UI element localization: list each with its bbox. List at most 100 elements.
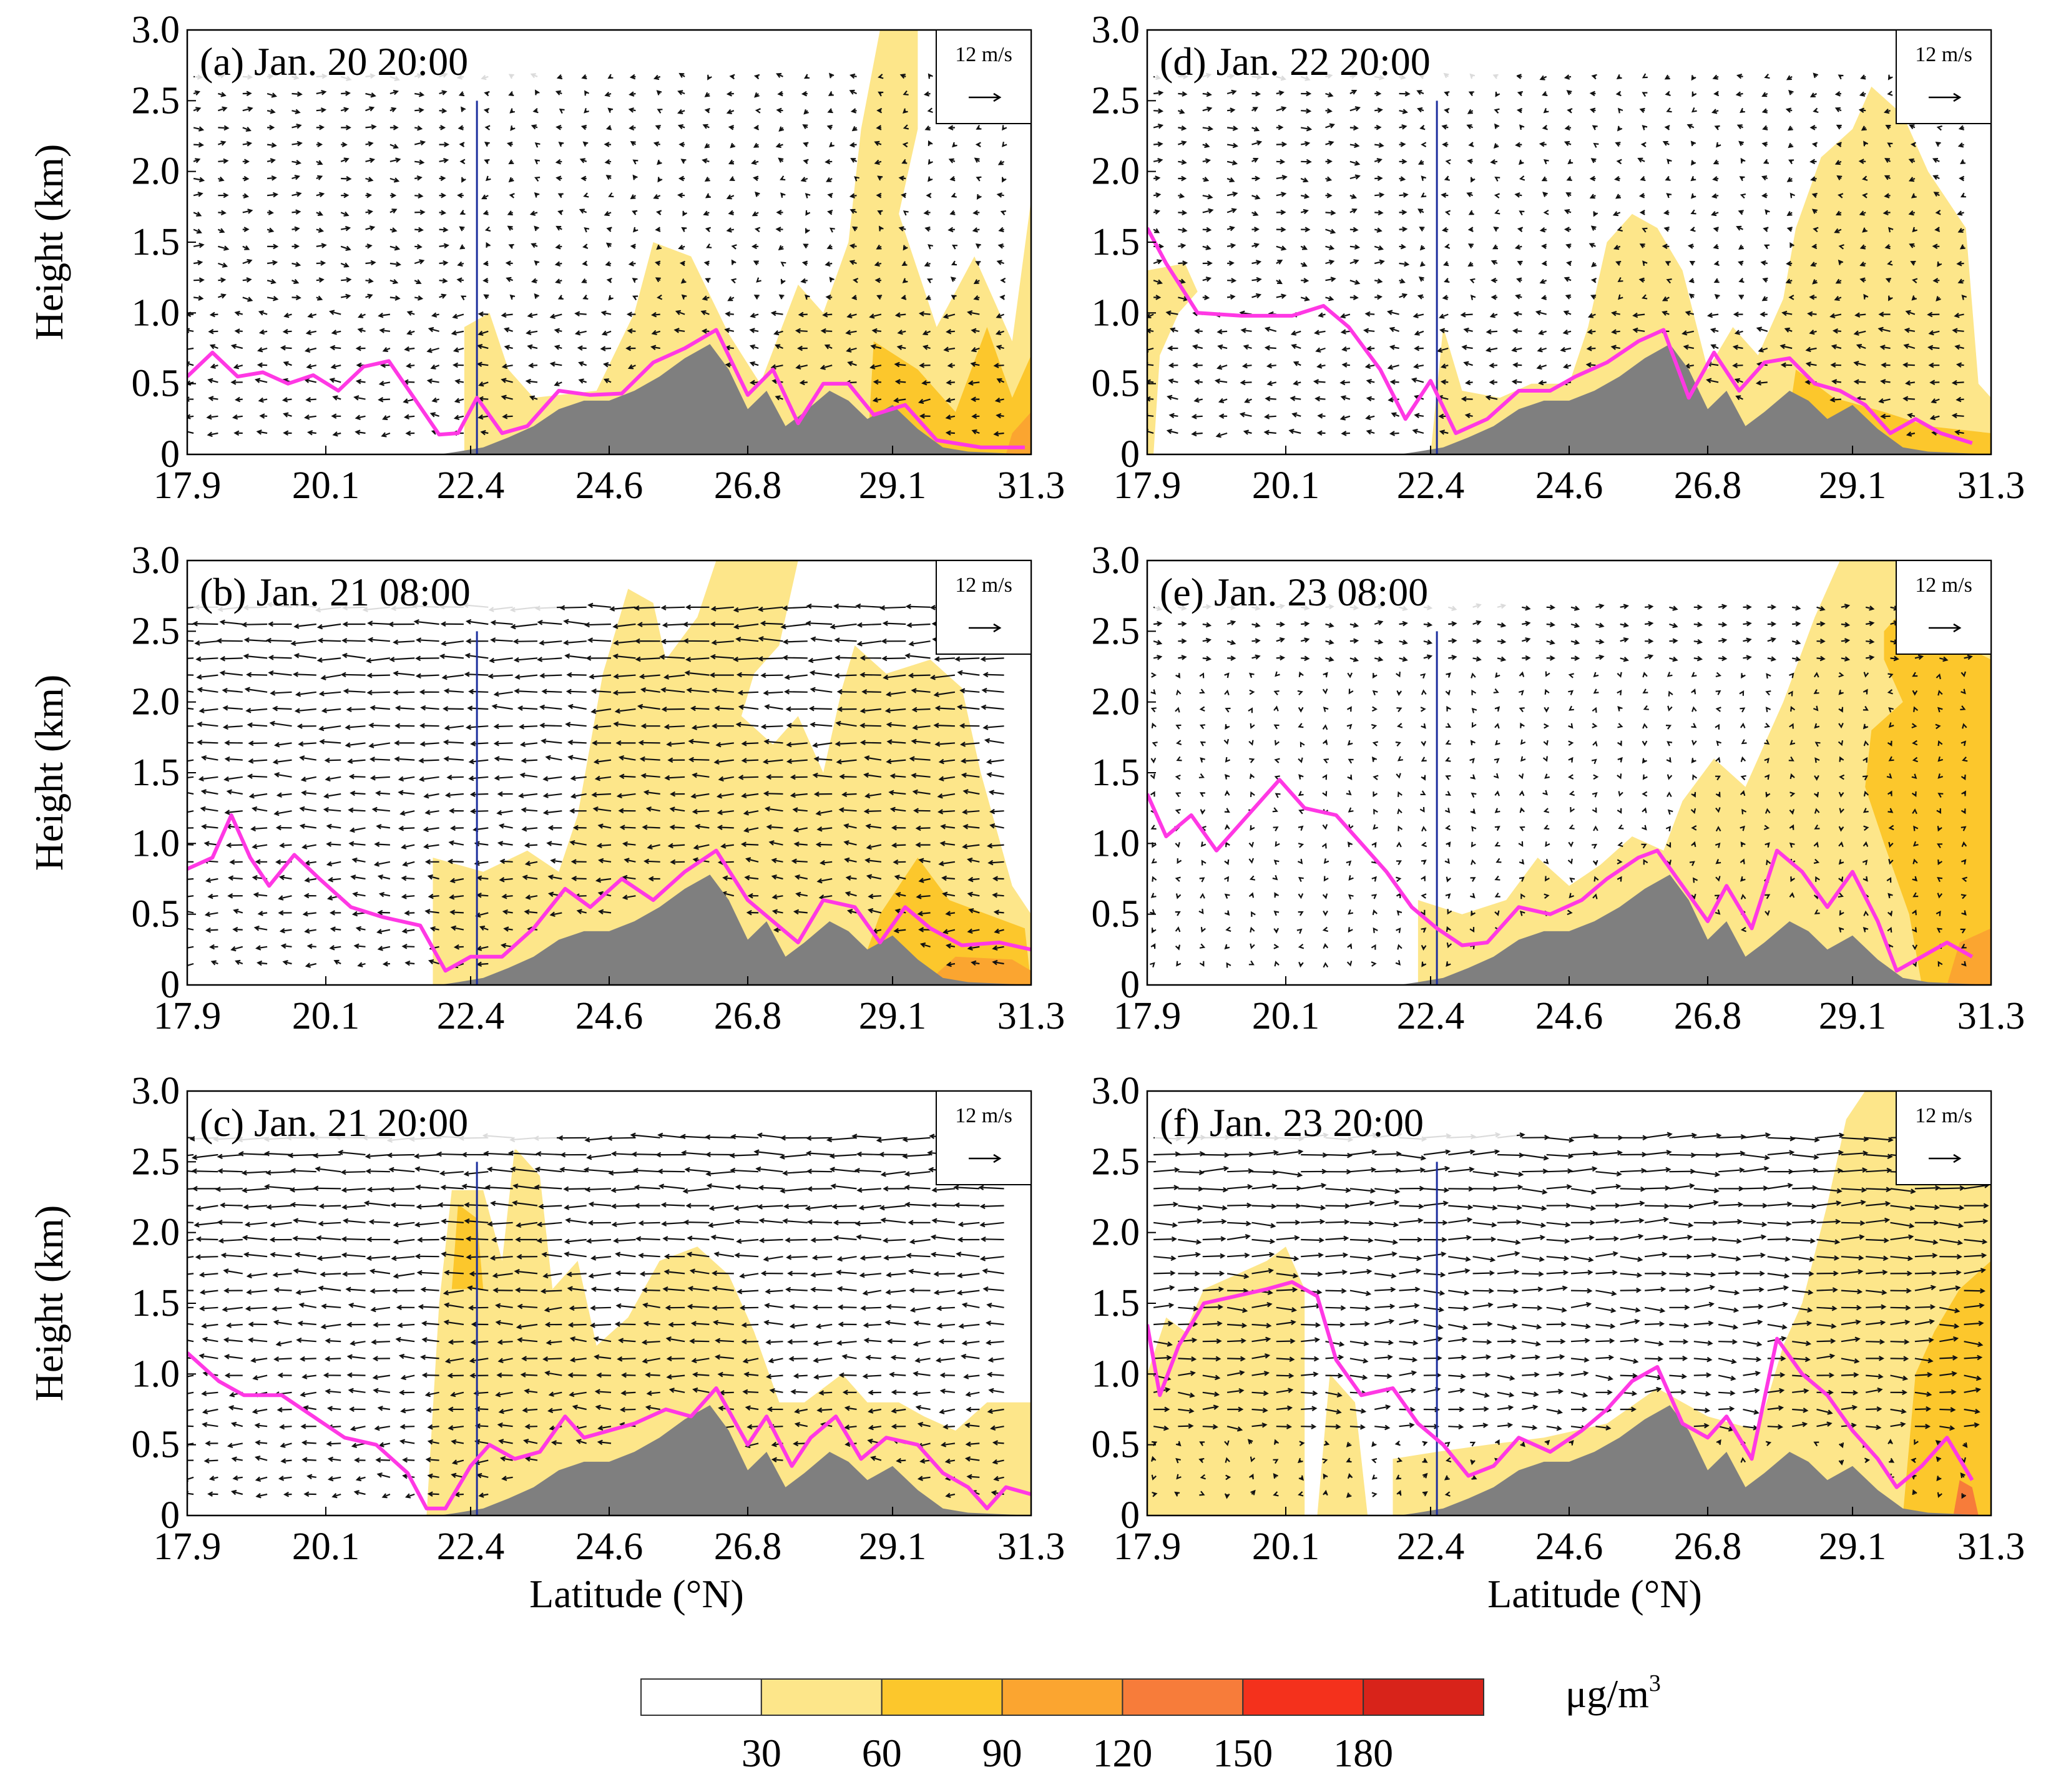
wind-vector — [1642, 125, 1648, 130]
x-tick-label: 20.1 — [292, 995, 360, 1037]
wind-vector — [755, 191, 760, 197]
wind-vector — [1841, 1358, 1860, 1364]
wind-vector — [1374, 1373, 1393, 1379]
wind-vector — [227, 1442, 243, 1448]
wind-vector — [820, 328, 833, 334]
wind-vector — [537, 619, 562, 625]
wind-vector — [267, 109, 276, 114]
wind-vector — [555, 244, 562, 250]
wind-vector — [1841, 1187, 1867, 1193]
wind-vector — [904, 1171, 931, 1177]
wind-vector — [962, 809, 980, 815]
wind-vector — [912, 725, 931, 730]
wind-vector — [771, 874, 783, 880]
wind-vector — [377, 909, 390, 916]
y-tick-label: 0 — [1120, 964, 1140, 1006]
wind-vector — [1952, 328, 1964, 334]
wind-vector — [1323, 876, 1329, 882]
wind-vector — [842, 1389, 857, 1396]
wind-vector — [1614, 176, 1620, 182]
wind-vector — [1936, 296, 1941, 301]
wind-vector — [1276, 141, 1288, 147]
wind-vector — [1853, 330, 1866, 336]
wind-vector — [1914, 1285, 1937, 1291]
wind-vector — [306, 429, 316, 436]
wind-vector — [1264, 414, 1276, 419]
wind-vector — [483, 294, 489, 300]
wind-vector — [447, 858, 464, 864]
wind-vector — [868, 893, 881, 899]
wind-vector — [711, 687, 734, 693]
wind-vector — [296, 1337, 316, 1343]
wind-vector — [1543, 740, 1549, 747]
wind-vector — [909, 756, 931, 762]
wind-vector — [1472, 1205, 1498, 1211]
wind-vector — [187, 1153, 194, 1157]
wind-vector — [1913, 825, 1919, 831]
wind-vector — [1399, 1286, 1421, 1293]
wind-vector — [1301, 1152, 1328, 1158]
wind-vector — [428, 326, 439, 333]
wind-vector — [1276, 1338, 1296, 1344]
wind-vector — [1912, 961, 1917, 967]
wind-vector — [1718, 1186, 1745, 1192]
wind-vector — [1789, 824, 1794, 830]
panel-title-box — [1155, 34, 1517, 89]
wind-vector — [426, 347, 439, 353]
wind-vector — [1251, 243, 1260, 248]
wind-vector — [1909, 243, 1916, 248]
wind-vector — [700, 310, 710, 316]
wind-vector — [798, 311, 808, 318]
x-tick-label: 20.1 — [292, 1525, 360, 1568]
wind-vector — [1570, 1301, 1592, 1308]
wind-vector — [1718, 1218, 1743, 1225]
wind-vector — [1521, 637, 1531, 643]
wind-vector — [1669, 638, 1678, 644]
wind-vector — [230, 1421, 243, 1427]
wind-vector — [1374, 1188, 1401, 1194]
wind-vector — [639, 673, 660, 680]
wind-vector — [827, 108, 833, 114]
wind-vector — [389, 107, 397, 112]
wind-vector — [1313, 379, 1326, 384]
wind-vector — [1298, 707, 1304, 713]
wind-vector — [459, 226, 465, 232]
wind-vector — [279, 843, 292, 848]
wind-vector — [1251, 1353, 1271, 1359]
wind-vector — [952, 142, 957, 148]
wind-vector — [1300, 296, 1310, 301]
wind-vector — [365, 260, 376, 266]
wind-vector — [556, 225, 562, 231]
wind-vector — [1712, 74, 1719, 80]
wind-vector — [1202, 277, 1212, 282]
wind-vector — [1150, 773, 1155, 780]
wind-vector — [1399, 243, 1407, 250]
wind-vector — [1740, 893, 1746, 900]
wind-vector — [1788, 89, 1794, 95]
wind-vector — [1250, 1456, 1256, 1462]
wind-vector — [849, 73, 857, 79]
wind-vector — [632, 295, 639, 301]
wind-vector — [549, 361, 562, 367]
wind-vector — [515, 1236, 538, 1243]
wind-vector — [702, 124, 710, 129]
wind-vector — [903, 210, 909, 216]
wind-vector — [508, 243, 514, 249]
wind-vector — [1349, 1424, 1366, 1430]
wind-vector — [1251, 293, 1262, 298]
panel-title-box — [1155, 1095, 1517, 1150]
wind-vector — [290, 640, 316, 647]
wind-vector — [851, 1133, 881, 1139]
wind-vector — [301, 790, 316, 796]
wind-vector — [341, 176, 352, 182]
wind-vector — [1691, 688, 1696, 695]
wind-vector — [657, 177, 663, 183]
wind-vector — [389, 208, 398, 214]
wind-vector — [1863, 756, 1868, 763]
wind-vector — [1199, 877, 1205, 883]
wind-vector — [555, 90, 562, 95]
wind-vector — [619, 773, 636, 780]
wind-vector — [908, 640, 931, 647]
x-tick-label: 26.8 — [714, 995, 782, 1037]
wind-vector — [973, 279, 980, 285]
